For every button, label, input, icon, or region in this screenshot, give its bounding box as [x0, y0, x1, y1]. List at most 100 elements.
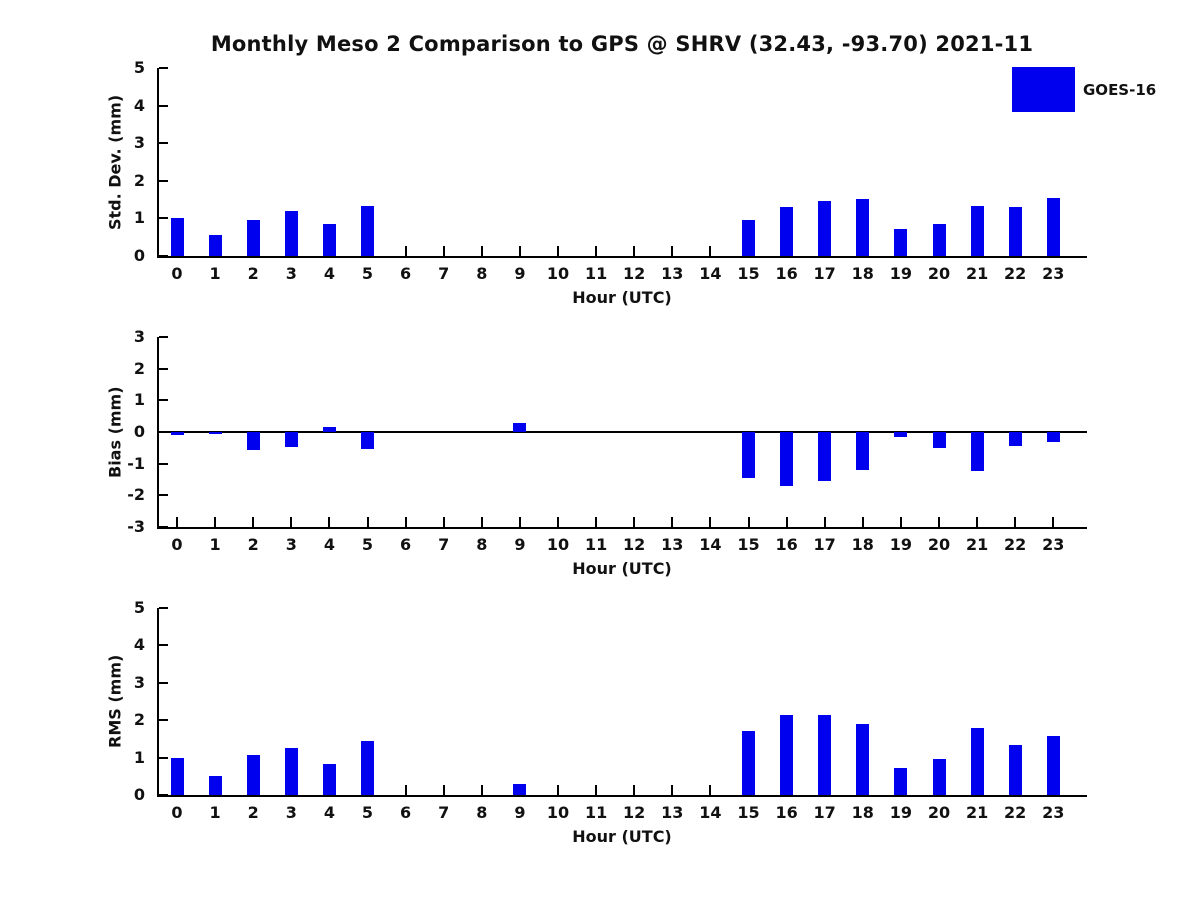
x-tick-label: 12 [623, 803, 646, 822]
x-tick-label: 23 [1042, 264, 1065, 283]
y-tick-label: 1 [133, 390, 145, 410]
bar-hour-20 [932, 432, 946, 448]
y-tick-label: 1 [133, 208, 145, 228]
bar-hour-15 [742, 220, 755, 256]
bar-hour-22 [1008, 744, 1022, 795]
x-tick-label: 7 [438, 264, 450, 283]
x-tick [518, 517, 521, 527]
x-tick-label: 5 [361, 264, 374, 283]
bar-hour-5 [361, 432, 374, 450]
x-tick-label: 21 [965, 535, 989, 554]
x-tick-label: 14 [699, 264, 722, 283]
x-tick-label: 22 [1004, 264, 1027, 283]
y-tick [159, 399, 168, 402]
x-tick-label: 22 [1004, 803, 1027, 822]
x-tick-label: 20 [927, 264, 951, 283]
x-tick-label: 2 [247, 264, 259, 283]
y-tick-label: -2 [127, 485, 145, 505]
x-tick-label: 5 [361, 803, 374, 822]
subplot-rms: RMS (mm) 0 1 2 3 4 5 0 1 2 3 4 5 6 7 8 9 10 11 12 13 14 15 16 1… [106, 598, 1087, 822]
x-tick-label: 23 [1042, 535, 1065, 554]
x-tick-label: 4 [323, 264, 335, 283]
y-tick [159, 681, 168, 684]
x-tick-label: 18 [851, 535, 874, 554]
x-tick-label: 15 [737, 803, 760, 822]
x-tick [404, 246, 407, 256]
y-tick [159, 494, 168, 497]
bar-hour-2 [246, 432, 260, 451]
x-tick-label: 12 [623, 264, 646, 283]
bar-hour-4 [322, 763, 336, 795]
x-tick [442, 246, 445, 256]
y-tick [159, 142, 168, 145]
x-tick-label: 18 [851, 264, 874, 283]
x-tick-label: 19 [889, 803, 913, 822]
x-tick-label: 4 [323, 803, 335, 822]
y-tick-label: -3 [127, 517, 145, 536]
x-tick [633, 785, 636, 795]
x-tick [785, 517, 788, 527]
x-tick-label: 3 [285, 803, 297, 822]
x-tick-label: 1 [209, 264, 221, 283]
y-tick-label: 4 [133, 95, 145, 115]
y-tick [159, 104, 168, 107]
bar-hour-23 [1046, 736, 1060, 795]
y-tick-label: 3 [133, 672, 145, 692]
bar-hour-22 [1008, 207, 1022, 256]
x-tick-label: 11 [584, 264, 608, 283]
y-tick [159, 367, 168, 370]
legend: GOES-16 [1012, 67, 1156, 112]
y-tick-label: -1 [127, 453, 145, 473]
x-tick-label: 20 [927, 803, 951, 822]
y-tick [159, 217, 168, 220]
x-tick [1014, 517, 1017, 527]
y-tick-label: 0 [133, 785, 145, 804]
x-tick [633, 246, 636, 256]
bar-hour-20 [932, 759, 946, 795]
x-tick [518, 246, 521, 256]
x-tick [595, 517, 598, 527]
bar-hour-23 [1046, 198, 1060, 256]
x-tick-label: 5 [361, 535, 374, 554]
y-tick-label: 5 [133, 598, 145, 617]
x-tick-label: 14 [699, 535, 722, 554]
bar-hour-20 [932, 224, 946, 256]
y-tick [159, 255, 168, 257]
x-tick-label: 17 [813, 803, 836, 822]
y-tick [159, 526, 168, 528]
bar-hour-16 [780, 206, 794, 256]
x-tick-label: 9 [514, 264, 526, 283]
bar-hour-1 [208, 775, 222, 795]
x-tick [480, 785, 483, 795]
x-tick-label: 15 [737, 535, 760, 554]
x-tick-label: 3 [285, 264, 297, 283]
bar-hour-3 [284, 432, 298, 447]
x-tick [899, 517, 902, 527]
x-tick [595, 785, 598, 795]
x-tick-label: 0 [171, 264, 183, 283]
x-tick-label: 9 [514, 803, 526, 822]
x-tick-label: 6 [400, 803, 412, 822]
x-tick [557, 785, 559, 795]
chart-title: Monthly Meso 2 Comparison to GPS @ SHRV … [210, 32, 1034, 56]
x-tick [709, 246, 712, 256]
x-tick [595, 246, 598, 256]
x-tick-label: 16 [775, 264, 798, 283]
y-tick [159, 719, 168, 722]
x-tick-label: 10 [546, 803, 570, 822]
x-tick-label: 1 [209, 535, 221, 554]
x-tick-label: 21 [965, 264, 989, 283]
bar-hour-18 [856, 432, 870, 470]
x-tick-label: 12 [623, 535, 646, 554]
y-tick [159, 607, 168, 609]
x-tick-label: 6 [400, 535, 412, 554]
x-tick [671, 246, 674, 256]
bar-hour-17 [818, 200, 832, 256]
y-tick-label: 0 [133, 422, 145, 441]
x-tick-label: 19 [889, 535, 913, 554]
bar-hour-17 [818, 432, 832, 482]
x-tick-label: 0 [171, 803, 183, 822]
x-axis-label-std-dev: Hour (UTC) [572, 288, 672, 307]
y-tick-label: 3 [133, 327, 145, 346]
y-tick-label: 2 [133, 170, 145, 190]
